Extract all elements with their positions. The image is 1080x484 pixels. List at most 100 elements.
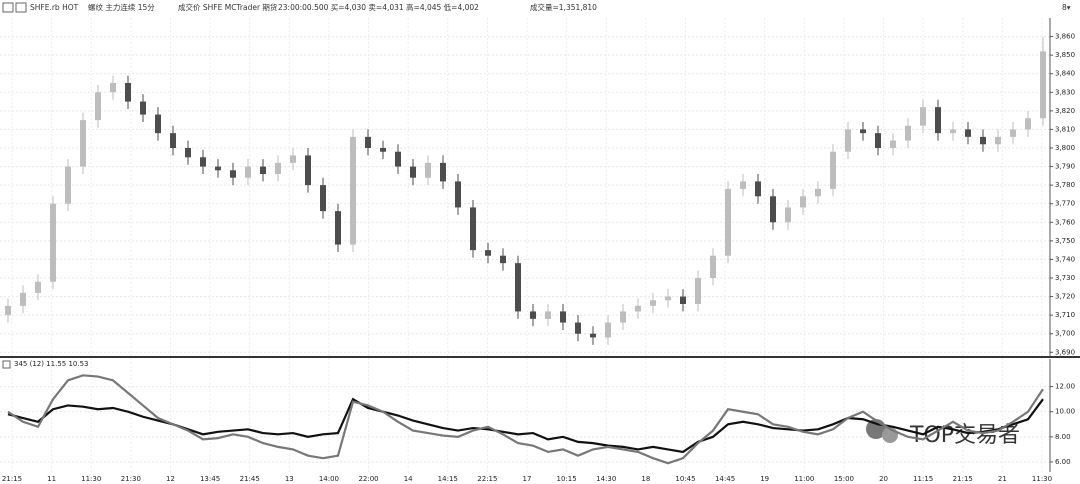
price-type: 成交价 SHFE MCTrader 期货 xyxy=(178,2,278,12)
candle-body xyxy=(260,166,266,174)
y-tick-label: 3,730 xyxy=(1055,274,1075,282)
candle-body xyxy=(290,155,296,163)
y-tick-label: 3,700 xyxy=(1055,330,1075,338)
candle-body xyxy=(95,92,101,121)
candle-body xyxy=(5,305,11,316)
candle-body xyxy=(245,166,251,178)
candle-body xyxy=(875,133,881,148)
candle-body xyxy=(710,255,716,278)
y-tick-label: 6.00 xyxy=(1055,458,1071,466)
x-tick-label: 13 xyxy=(285,475,294,483)
indicator-legend: 345 (12) 11.55 10.53 xyxy=(14,360,88,368)
candle-body xyxy=(815,188,821,197)
x-tick-label: 17 xyxy=(523,475,532,483)
y-tick-label: 3,840 xyxy=(1055,70,1075,78)
candle-body xyxy=(485,250,491,256)
candle-body xyxy=(695,278,701,304)
y-tick-label: 3,860 xyxy=(1055,33,1075,41)
candle-body xyxy=(590,333,596,338)
indicator-line xyxy=(7,374,1044,465)
x-tick-label: 12 xyxy=(166,475,175,483)
candle-body xyxy=(335,211,341,245)
candle-body xyxy=(1010,129,1016,137)
x-tick-label: 21:45 xyxy=(240,475,260,483)
y-tick-label: 3,740 xyxy=(1055,255,1075,263)
contract-name: 螺纹 主力连续 15分 xyxy=(88,2,155,12)
candle-body xyxy=(920,107,926,126)
menu-icon[interactable] xyxy=(15,2,27,13)
x-tick-label: 20 xyxy=(879,475,888,483)
candle-body xyxy=(320,185,326,212)
y-tick-label: 3,810 xyxy=(1055,125,1075,133)
candle-body xyxy=(545,311,551,319)
candle-body xyxy=(275,162,281,174)
menu-icon[interactable] xyxy=(2,2,14,13)
y-tick-label: 3,720 xyxy=(1055,293,1075,301)
y-tick-label: 3,750 xyxy=(1055,237,1075,245)
candle-body xyxy=(380,148,386,152)
candle-body xyxy=(125,83,131,102)
candle-body xyxy=(560,311,566,323)
y-tick-label: 3,690 xyxy=(1055,348,1075,356)
x-tick-label: 13:45 xyxy=(200,475,220,483)
candle-body xyxy=(350,136,356,245)
x-tick-label: 18 xyxy=(641,475,650,483)
candle-body xyxy=(65,166,71,204)
candle-body xyxy=(470,207,476,251)
x-tick-label: 11:30 xyxy=(81,475,101,483)
y-tick-label: 3,850 xyxy=(1055,51,1075,59)
candle-body xyxy=(35,281,41,293)
candle-body xyxy=(425,162,431,178)
y-tick-label: 3,710 xyxy=(1055,311,1075,319)
y-tick-label: 3,820 xyxy=(1055,107,1075,115)
volume: 成交量=1,351,810 xyxy=(530,2,597,12)
candle-body xyxy=(515,263,521,312)
candle-body xyxy=(80,120,86,167)
settings-button[interactable]: 8▾ xyxy=(1062,3,1071,12)
x-tick-label: 19 xyxy=(760,475,769,483)
candle-body xyxy=(440,162,446,182)
y-tick-label: 3,760 xyxy=(1055,218,1075,226)
x-tick-label: 11:00 xyxy=(794,475,814,483)
x-tick-label: 21 xyxy=(998,475,1007,483)
candle-body xyxy=(740,181,746,189)
symbol: SHFE.rb HOT xyxy=(30,3,79,12)
candle-body xyxy=(1025,118,1031,130)
x-tick-label: 14:30 xyxy=(596,475,616,483)
y-tick-label: 3,780 xyxy=(1055,181,1075,189)
x-tick-label: 21:30 xyxy=(121,475,141,483)
candle-body xyxy=(200,157,206,167)
candle-body xyxy=(50,203,56,282)
candle-body xyxy=(965,129,971,137)
quote: 23:00:00.500 买=4,030 卖=4,031 高=4,045 低=4… xyxy=(278,2,479,12)
x-tick-label: 15:00 xyxy=(834,475,854,483)
candle-body xyxy=(755,181,761,197)
candle-body xyxy=(575,322,581,334)
candle-body xyxy=(110,83,116,93)
candle-body xyxy=(950,129,956,134)
candle-body xyxy=(650,300,656,306)
candle-body xyxy=(905,125,911,141)
candle-body xyxy=(185,148,191,158)
candle-body xyxy=(665,296,671,301)
x-tick-label: 11:15 xyxy=(913,475,933,483)
candle-body xyxy=(455,181,461,208)
candle-body xyxy=(395,151,401,167)
y-tick-label: 10.00 xyxy=(1055,408,1075,416)
x-tick-label: 21:15 xyxy=(2,475,22,483)
x-tick-label: 21:15 xyxy=(953,475,973,483)
candle-body xyxy=(140,101,146,115)
x-tick-label: 10:15 xyxy=(557,475,577,483)
candle-body xyxy=(845,129,851,152)
y-tick-label: 12.00 xyxy=(1055,383,1075,391)
y-tick-label: 8.00 xyxy=(1055,433,1071,441)
x-tick-label: 14:00 xyxy=(319,475,339,483)
candle-body xyxy=(830,151,836,189)
y-tick-label: 3,830 xyxy=(1055,88,1075,96)
x-tick-label: 14:45 xyxy=(715,475,735,483)
close-icon[interactable] xyxy=(2,360,11,369)
x-tick-label: 14:15 xyxy=(438,475,458,483)
